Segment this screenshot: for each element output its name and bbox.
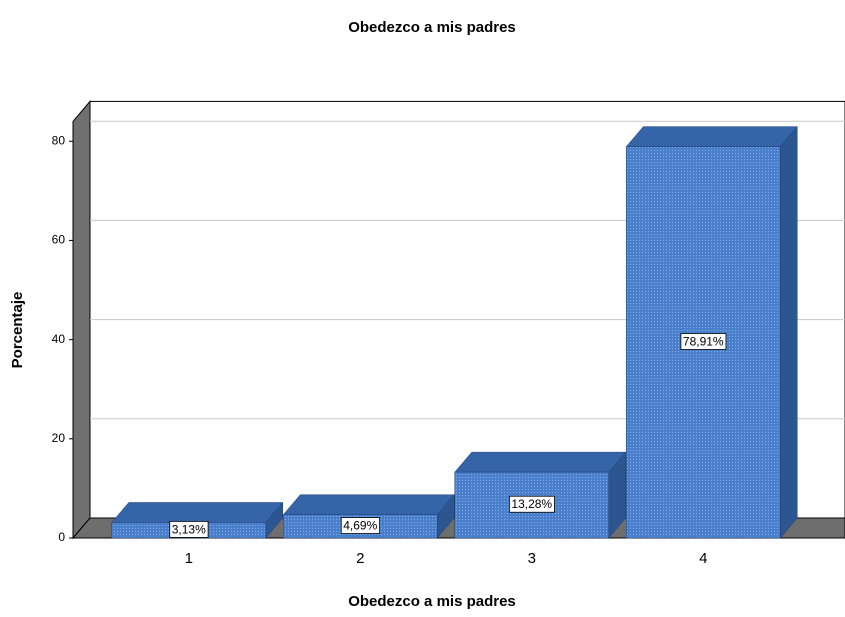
plot-area: 0 20 40 60 80 1 3,13% 2 4,69% 3 13,28% 4 78,91%: [52, 100, 845, 567]
data-label: 13,28%: [508, 495, 555, 513]
data-label: 3,13%: [169, 521, 209, 538]
data-label-box: [340, 517, 380, 534]
left-wall: [72, 100, 91, 540]
bar: [454, 451, 627, 539]
data-label-text: 13,28%: [511, 497, 552, 511]
y-tick-label: 80: [52, 133, 66, 147]
x-tick-label: 4: [699, 550, 707, 567]
data-label: 4,69%: [340, 517, 380, 534]
x-tick-label: 2: [356, 550, 364, 567]
x-tick-label: 3: [528, 550, 536, 567]
data-label-text: 78,91%: [683, 334, 724, 348]
bar-top: [625, 126, 798, 147]
data-label-box: [508, 495, 555, 513]
bar-top: [111, 502, 284, 523]
y-tick-label: 0: [58, 530, 65, 544]
y-tick-label: 20: [52, 431, 66, 445]
bar-top: [282, 494, 455, 515]
data-label-text: 4,69%: [343, 519, 377, 533]
x-axis-title: Obedezco a mis padres: [348, 593, 516, 610]
data-label-box: [169, 521, 209, 538]
y-axis-title: Porcentaje: [9, 292, 26, 369]
x-tick-label: 1: [185, 550, 193, 567]
data-label-box: [680, 333, 727, 350]
bar-top: [454, 451, 627, 473]
bar: [625, 125, 798, 539]
y-tick-label: 60: [52, 233, 66, 247]
chart-title: Obedezco a mis padres: [348, 19, 516, 36]
y-tick-label: 40: [52, 332, 66, 346]
data-label-text: 3,13%: [172, 522, 206, 536]
bar-side: [780, 125, 798, 539]
data-label: 78,91%: [680, 333, 727, 350]
